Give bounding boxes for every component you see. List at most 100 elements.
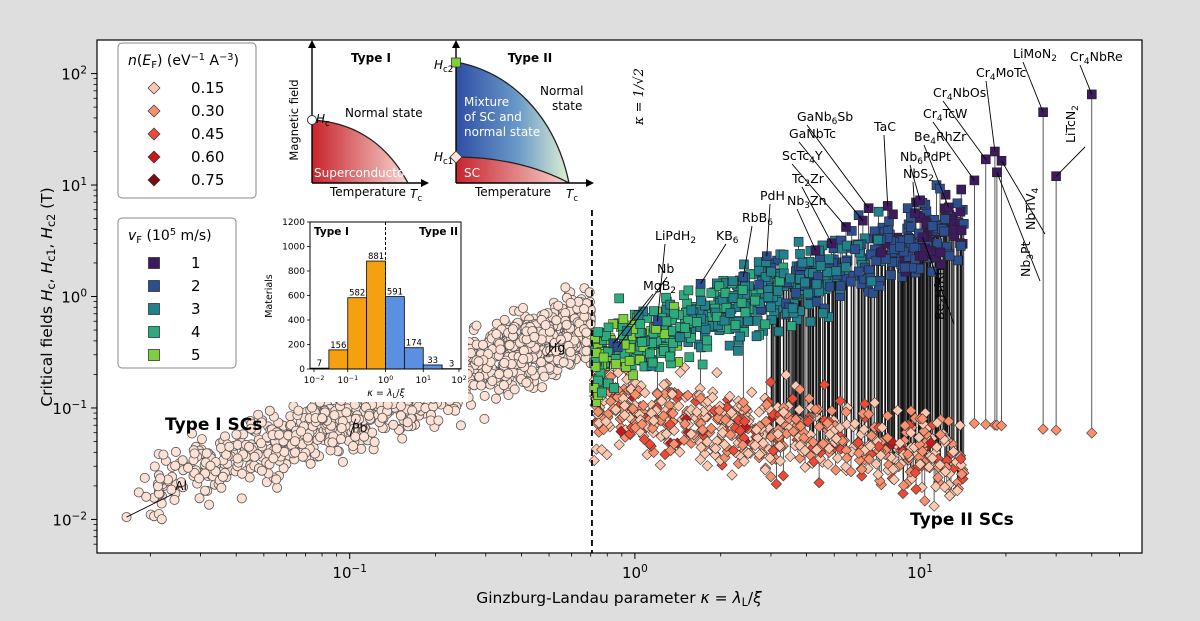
type1-hc-point (149, 461, 160, 472)
hc2-point (773, 326, 784, 337)
type1-hc-point (560, 282, 571, 293)
hc1-point (905, 427, 917, 439)
hc1-point (638, 433, 651, 446)
hc1-point (691, 406, 703, 418)
hc1-point (738, 455, 750, 467)
type1-hc-point (499, 357, 510, 368)
point-label-ganbtc: GaNbTc (789, 126, 836, 141)
hc1-point (790, 380, 802, 392)
hc2-point (803, 288, 813, 299)
hc2-point (850, 244, 860, 255)
leader-line (796, 208, 816, 251)
hc2-point (609, 383, 619, 393)
leader-line (798, 141, 864, 221)
type1-hc-point (141, 491, 152, 502)
legend-nef-title: n(EF) (eV−1 A−3) (128, 52, 239, 72)
point-label-nb3pt: Nb3Pt (1018, 241, 1036, 277)
hc1-point (778, 406, 790, 418)
hc2-point (714, 281, 725, 292)
hc1-point (834, 395, 846, 407)
hc2-point (906, 222, 916, 232)
hc2-point (739, 259, 749, 270)
leader-line (1055, 146, 1086, 177)
hc1-point (746, 386, 758, 398)
type1-hc-point (297, 451, 308, 462)
hc2-point (990, 146, 1000, 157)
legend-square-marker (148, 326, 160, 338)
type1-hc-point (156, 514, 167, 525)
point-label-limon2: LiMoN2 (1013, 46, 1057, 64)
hc1-point (872, 468, 884, 481)
hc2-point (737, 284, 748, 295)
hc1-point (790, 413, 802, 425)
hc2-point (866, 276, 877, 287)
type1-hc-point (341, 407, 352, 418)
hc1-point (774, 455, 786, 467)
inset-superconductor: Superconductor (314, 166, 409, 180)
type1-hc-point (237, 468, 248, 479)
legend-entry-label: 1 (191, 254, 201, 272)
hc2-point (786, 321, 797, 331)
hc2-point (669, 308, 679, 319)
type1-hc-point (278, 463, 289, 474)
type1-hc-point (158, 449, 169, 460)
hc1-point (696, 424, 709, 436)
leader-line (1079, 64, 1093, 95)
hc1-marker (449, 150, 463, 164)
type1-hc-point (327, 437, 338, 448)
hc2-point (969, 175, 980, 186)
point-label-litcn2: LiTcN2 (1063, 105, 1081, 143)
hc2-point (800, 277, 810, 288)
hc1-point (794, 383, 806, 396)
hc2-point (952, 198, 963, 209)
type1-hc-point (246, 423, 257, 434)
type1-hc-point (232, 453, 243, 464)
hc1-point (931, 417, 943, 429)
hc1-point (856, 470, 868, 482)
type1-hc-point (274, 429, 285, 440)
hc2-point (736, 297, 747, 308)
hc1-point (932, 471, 944, 484)
hist-x-tick-label: 100 (378, 375, 393, 387)
type1-hc-point (473, 356, 484, 367)
hc1-point (729, 422, 742, 434)
hc2-point (886, 270, 896, 280)
type1-hc-point (402, 417, 413, 428)
point-label-cr4motc: Cr4MoTc (976, 65, 1027, 83)
type1-hc-point (498, 380, 509, 391)
hist-bar-label: 582 (349, 289, 365, 299)
hc1-point (694, 453, 707, 466)
hc1-point (627, 403, 639, 415)
type1-hc-point (509, 384, 520, 395)
x-axis-label: Ginzburg-Landau parameter κ = λL/ξ (476, 589, 762, 609)
hc1-point (637, 399, 650, 411)
hc1-point (668, 438, 680, 450)
hc1-point (947, 446, 960, 458)
type1-hc-point (305, 458, 316, 469)
point-label-be4hfrh: Be4HfRh (932, 268, 950, 320)
type1-hc-point (581, 327, 592, 338)
hc1-point (636, 418, 648, 430)
hist-x-tick-label: 10−2 (304, 375, 325, 387)
point-label-lipdh2: LiPdH2 (655, 228, 696, 246)
hc1-point (926, 452, 939, 464)
point-label-ganb6sb: GaNb6Sb (797, 109, 853, 127)
hc1-point (753, 448, 766, 461)
hc2-point (1051, 171, 1061, 181)
hc1-point (784, 450, 796, 463)
hc2-point (750, 295, 760, 306)
y-tick-label: 10−2 (52, 510, 87, 529)
legend-diamond-marker (147, 150, 161, 164)
type1-hc-point (551, 315, 562, 326)
hc2-point (835, 280, 846, 291)
hc2-point (992, 167, 1002, 178)
hc1-point (610, 404, 622, 416)
hc2-point (866, 249, 876, 260)
hc2-point (948, 224, 959, 235)
hc1-point (807, 436, 819, 448)
hc1-point (794, 420, 807, 432)
type1-hc-point (264, 405, 275, 416)
hc1-point (742, 447, 754, 460)
hc2-point (730, 320, 741, 330)
